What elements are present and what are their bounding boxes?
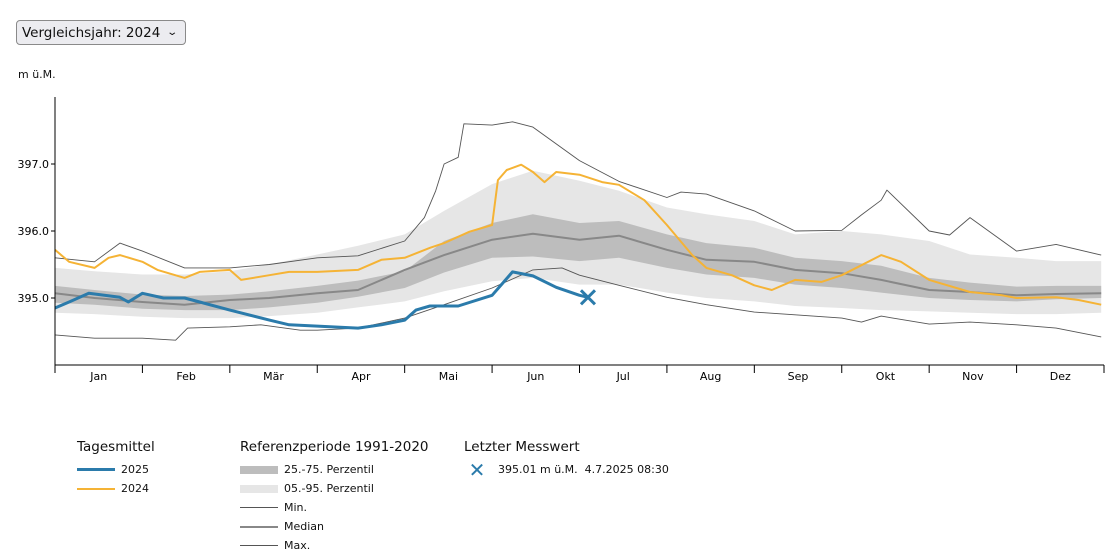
last-value-marker [579, 289, 597, 306]
line-swatch-icon [240, 545, 278, 546]
x-tick-label: Jul [616, 370, 630, 383]
x-tick-label: Feb [176, 370, 195, 383]
legend-label: 25.-75. Perzentil [284, 463, 374, 476]
legend-last-title: Letzter Messwert [464, 439, 580, 455]
band-swatch-icon [240, 465, 278, 474]
legend-label: Median [284, 520, 325, 533]
x-tick-label: Mär [263, 370, 284, 383]
legend-label: 2025 [121, 463, 149, 476]
legend-item-median: Median [240, 517, 429, 536]
x-tick-label: Sep [788, 370, 809, 383]
min-line [54, 267, 1102, 341]
series-2025-line [54, 270, 589, 330]
last-timestamp: 4.7.2025 08:30 [584, 463, 669, 476]
cross-marker-icon: ✕ [468, 457, 486, 482]
legend-label: Min. [284, 501, 308, 514]
water-level-chart: 395.0 396.0 397.0 Jan Feb Mär Apr Mai Jun Jul Aug S… [18, 97, 1105, 383]
band-swatch-icon [240, 484, 278, 493]
legend-label: Max. [284, 539, 311, 552]
y-axis-unit: m ü.M. [18, 68, 56, 81]
legend-item-2025: 2025 [77, 460, 155, 479]
x-tick-label: Nov [962, 370, 984, 383]
last-value: 395.01 m ü.M. [498, 463, 578, 476]
chevron-down-icon: ⌄ [166, 27, 179, 38]
series-2024-line [54, 163, 1102, 306]
legend-label: 2024 [121, 482, 149, 495]
x-tick-label: Dez [1050, 370, 1071, 383]
legend-item-last: ✕ 395.01 m ü.M. 4.7.2025 08:30 [464, 457, 669, 482]
y-tick-label: 397.0 [18, 158, 50, 171]
legend-reference-title: Referenzperiode 1991-2020 [240, 439, 429, 455]
x-tick-label: Jan [89, 370, 107, 383]
y-tick-label: 396.0 [18, 225, 50, 238]
legend-item-p05-95: 05.-95. Perzentil [240, 479, 429, 498]
legend-item-2024: 2024 [77, 479, 155, 498]
band-p25-75 [55, 214, 1102, 311]
line-swatch-icon [240, 507, 278, 508]
legend-daily: Tagesmittel 2025 2024 [77, 439, 155, 498]
max-line [54, 121, 1102, 269]
line-swatch-icon [240, 525, 278, 528]
comparison-year-label: Vergleichsjahr: 2024 [22, 24, 161, 41]
line-swatch-icon [77, 468, 115, 471]
x-tick-label: Mai [439, 370, 458, 383]
legend-reference: Referenzperiode 1991-2020 25.-75. Perzen… [240, 439, 429, 555]
legend-item-min: Min. [240, 498, 429, 517]
legend-last-value: Letzter Messwert ✕ 395.01 m ü.M. 4.7.202… [464, 439, 669, 482]
x-tick-label: Jun [526, 370, 544, 383]
y-tick-label: 395.0 [18, 292, 50, 305]
legend-item-p25-75: 25.-75. Perzentil [240, 460, 429, 479]
legend-item-max: Max. [240, 536, 429, 555]
legend-label: 05.-95. Perzentil [284, 482, 374, 495]
legend-daily-title: Tagesmittel [77, 439, 155, 455]
comparison-year-select[interactable]: Vergleichsjahr: 2024 ⌄ [16, 20, 186, 45]
line-swatch-icon [77, 487, 115, 490]
median-line [54, 232, 1102, 306]
x-tick-label: Aug [700, 370, 721, 383]
x-tick-label: Apr [351, 370, 371, 383]
x-tick-label: Okt [876, 370, 896, 383]
